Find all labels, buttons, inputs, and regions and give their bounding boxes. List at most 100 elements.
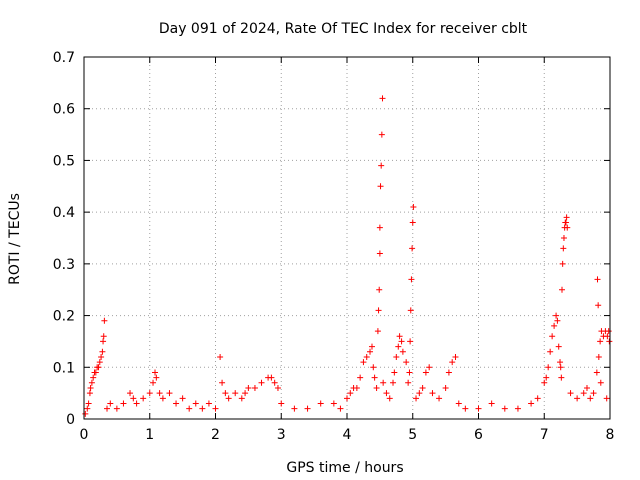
- data-point: [410, 203, 417, 210]
- data-point: [378, 162, 385, 169]
- data-point: [595, 302, 602, 309]
- data-point: [380, 379, 387, 386]
- data-point: [395, 343, 402, 350]
- data-point: [407, 307, 414, 314]
- data-point: [258, 379, 265, 386]
- x-tick-label: 5: [408, 427, 417, 443]
- data-point: [597, 338, 604, 345]
- data-point: [390, 379, 397, 386]
- data-point: [96, 359, 103, 366]
- data-point: [386, 395, 393, 402]
- data-point: [405, 379, 412, 386]
- chart-title: Day 091 of 2024, Rate Of TEC Index for r…: [159, 21, 528, 37]
- data-point: [557, 359, 564, 366]
- data-point: [95, 364, 102, 371]
- data-point: [368, 343, 375, 350]
- data-point: [426, 364, 433, 371]
- data-point: [268, 374, 275, 381]
- data-point: [370, 364, 377, 371]
- data-point: [560, 245, 567, 252]
- data-point: [376, 286, 383, 293]
- data-point: [100, 338, 107, 345]
- x-tick-label: 1: [145, 427, 154, 443]
- data-point: [84, 405, 91, 412]
- data-point: [159, 395, 166, 402]
- data-point: [594, 276, 601, 283]
- data-point: [595, 353, 602, 360]
- data-point: [120, 400, 127, 407]
- data-point: [367, 348, 374, 355]
- x-tick-label: 6: [474, 427, 483, 443]
- data-point: [416, 390, 423, 397]
- data-point: [205, 400, 212, 407]
- data-point: [238, 395, 245, 402]
- x-axis-label: GPS time / hours: [286, 460, 403, 476]
- data-point: [344, 395, 350, 402]
- data-point: [376, 250, 383, 257]
- data-point: [179, 395, 186, 402]
- data-point: [597, 379, 604, 386]
- data-point: [560, 235, 567, 241]
- y-tick-label: 0.3: [53, 257, 75, 273]
- data-point: [559, 260, 566, 267]
- y-tick-label: 0.7: [53, 50, 75, 66]
- data-point: [429, 390, 436, 397]
- data-point: [90, 374, 97, 381]
- data-point: [403, 359, 410, 366]
- data-point: [563, 214, 570, 221]
- data-point: [547, 348, 554, 355]
- data-point: [86, 390, 93, 397]
- data-point: [553, 312, 560, 319]
- data-point: [133, 400, 140, 407]
- data-point: [528, 400, 535, 407]
- data-point: [603, 395, 610, 402]
- data-point: [199, 405, 206, 412]
- data-point: [360, 359, 367, 366]
- data-point: [222, 390, 229, 397]
- y-tick-label: 0.1: [53, 360, 75, 376]
- y-tick-label: 0.6: [53, 102, 75, 118]
- data-point: [100, 333, 107, 340]
- data-point: [245, 384, 252, 391]
- data-point: [396, 333, 403, 340]
- data-point: [156, 390, 163, 397]
- grid: [84, 57, 610, 419]
- data-point: [357, 374, 364, 381]
- data-point: [558, 374, 565, 381]
- data-points: [82, 95, 613, 417]
- data-point: [391, 369, 398, 376]
- data-point: [291, 405, 298, 412]
- data-point: [107, 400, 114, 407]
- data-point: [130, 395, 137, 402]
- data-point: [251, 384, 258, 391]
- data-point: [534, 395, 541, 402]
- data-point: [376, 224, 383, 231]
- data-point: [363, 353, 370, 360]
- data-point: [406, 369, 413, 376]
- data-point: [399, 348, 406, 355]
- data-point: [104, 405, 111, 412]
- data-point: [605, 328, 612, 335]
- data-point: [101, 317, 108, 324]
- y-tick-label: 0.4: [53, 205, 75, 221]
- data-point: [225, 395, 232, 402]
- data-point: [580, 390, 587, 397]
- data-point: [242, 390, 249, 397]
- data-point: [87, 384, 94, 391]
- data-point: [488, 400, 495, 407]
- y-tick-label: 0.5: [53, 153, 75, 169]
- data-point: [408, 276, 415, 283]
- data-point: [545, 364, 552, 371]
- data-point: [192, 400, 199, 407]
- y-axis-label: ROTI / TECUs: [7, 193, 23, 285]
- data-point: [549, 333, 556, 340]
- data-point: [551, 322, 558, 329]
- x-tick-label: 7: [540, 427, 549, 443]
- data-point: [374, 328, 381, 335]
- data-point: [452, 353, 459, 360]
- data-point: [554, 317, 561, 324]
- data-point: [419, 384, 426, 391]
- data-point: [557, 364, 564, 371]
- data-point: [445, 369, 452, 376]
- data-point: [373, 384, 380, 391]
